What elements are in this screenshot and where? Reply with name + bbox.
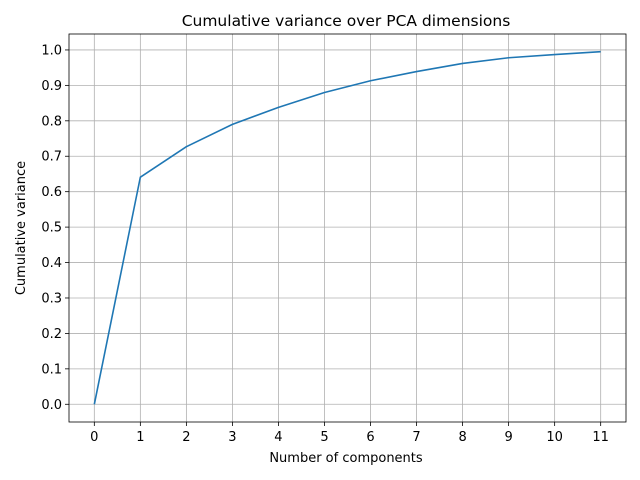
y-tick-label-1: 0.1 bbox=[41, 362, 62, 377]
x-tick-label-2: 2 bbox=[182, 430, 190, 445]
y-tick-label-6: 0.6 bbox=[41, 185, 62, 200]
y-tick-label-10: 1.0 bbox=[41, 43, 62, 58]
chart-title: Cumulative variance over PCA dimensions bbox=[182, 12, 511, 30]
x-tick-label-9: 9 bbox=[504, 430, 512, 445]
y-tick-label-4: 0.4 bbox=[41, 256, 62, 271]
x-tick-label-4: 4 bbox=[274, 430, 282, 445]
x-tick-label-3: 3 bbox=[228, 430, 236, 445]
x-tick-label-10: 10 bbox=[546, 430, 563, 445]
y-tick-label-2: 0.2 bbox=[41, 327, 62, 342]
y-tick-label-5: 0.5 bbox=[41, 221, 62, 236]
y-tick-label-8: 0.8 bbox=[41, 114, 62, 129]
x-tick-label-6: 6 bbox=[366, 430, 374, 445]
y-tick-label-9: 0.9 bbox=[41, 79, 62, 94]
x-tick-label-5: 5 bbox=[320, 430, 328, 445]
x-axis-label: Number of components bbox=[269, 451, 423, 466]
axis-ticks: 0 1 2 3 4 5 6 7 8 9 10 11 0.0 0.1 0.2 0.3 0.4 0.5 0.6 0.7 0.… bbox=[41, 43, 609, 445]
series-group bbox=[93, 50, 601, 405]
y-axis-label: Cumulative variance bbox=[14, 161, 29, 295]
grid bbox=[69, 34, 626, 422]
x-tick-label-7: 7 bbox=[412, 430, 420, 445]
y-tick-label-7: 0.7 bbox=[41, 150, 62, 165]
series-line-0 bbox=[93, 50, 601, 405]
x-tick-label-0: 0 bbox=[90, 430, 98, 445]
plot-frame bbox=[68, 33, 627, 423]
x-tick-label-8: 8 bbox=[458, 430, 466, 445]
y-tick-label-3: 0.3 bbox=[41, 291, 62, 306]
x-tick-label-11: 11 bbox=[592, 430, 609, 445]
x-tick-label-1: 1 bbox=[136, 430, 144, 445]
y-tick-label-0: 0.0 bbox=[41, 398, 62, 413]
